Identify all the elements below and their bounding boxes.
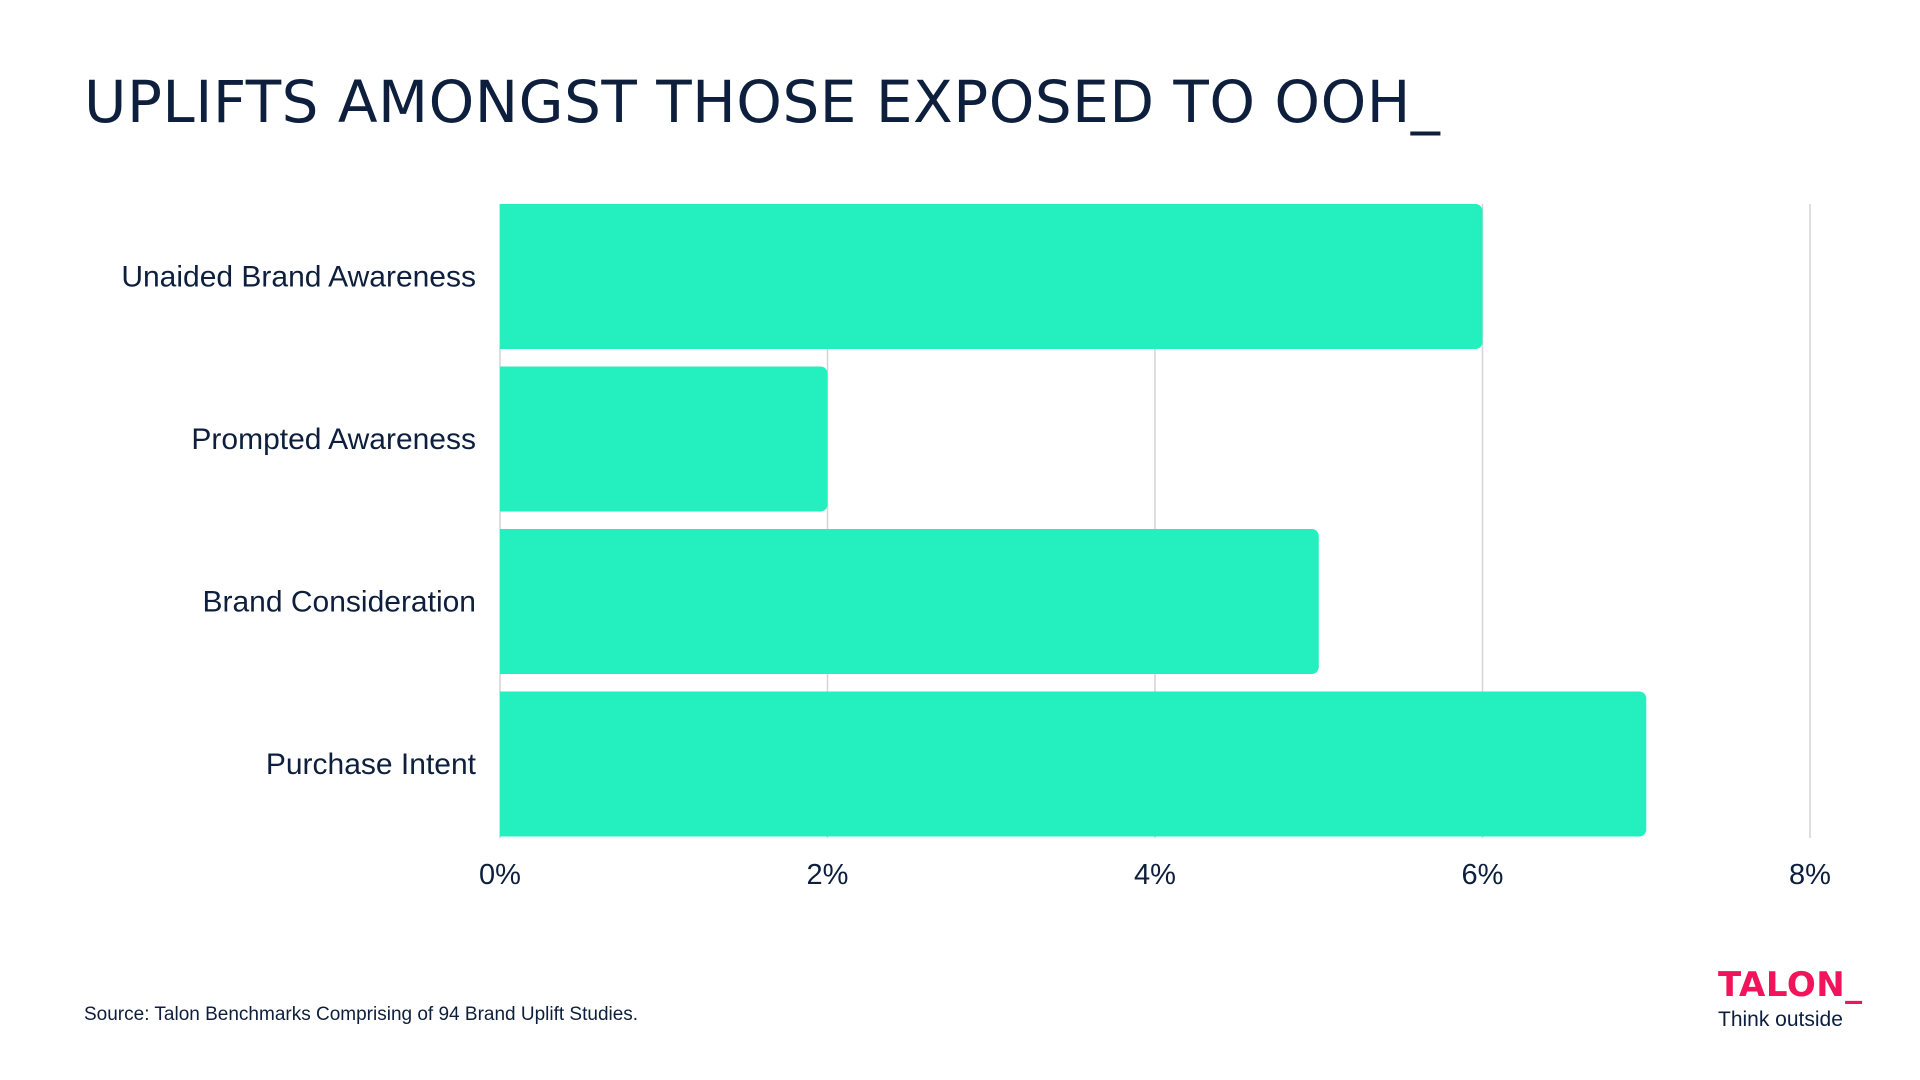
brand-name: TALON_ bbox=[1718, 965, 1863, 1005]
x-tick-label: 6% bbox=[1462, 859, 1504, 891]
category-labels: Unaided Brand Awareness Prompted Awarenes… bbox=[121, 261, 476, 782]
bar bbox=[500, 366, 828, 512]
category-label: Prompted Awareness bbox=[191, 423, 476, 456]
chart-title: UPLIFTS AMONGST THOSE EXPOSED TO OOH_ bbox=[84, 68, 1441, 136]
bar bbox=[500, 529, 1319, 674]
category-label: Brand Consideration bbox=[202, 586, 476, 619]
bar-base bbox=[500, 366, 510, 512]
bar bbox=[500, 691, 1647, 837]
bar bbox=[500, 204, 1483, 349]
bar-base bbox=[500, 529, 510, 674]
category-label: Purchase Intent bbox=[266, 748, 477, 781]
brand-tagline: Think outside bbox=[1718, 1008, 1843, 1031]
bars bbox=[500, 204, 1647, 837]
bar-base bbox=[500, 204, 510, 349]
x-axis-tick-labels: 0% 2% 4% 6% 8% bbox=[479, 859, 1831, 891]
x-tick-label: 4% bbox=[1134, 859, 1176, 891]
bar-chart: Unaided Brand Awareness Prompted Awarenes… bbox=[121, 204, 1831, 891]
x-tick-label: 2% bbox=[807, 859, 849, 891]
category-label: Unaided Brand Awareness bbox=[121, 261, 476, 294]
brand-logo: TALON_ Think outside bbox=[1718, 968, 1868, 1032]
bar-base bbox=[500, 691, 510, 837]
source-note: Source: Talon Benchmarks Comprising of 9… bbox=[84, 1004, 639, 1025]
x-tick-label: 0% bbox=[479, 859, 521, 891]
x-tick-label: 8% bbox=[1789, 859, 1831, 891]
